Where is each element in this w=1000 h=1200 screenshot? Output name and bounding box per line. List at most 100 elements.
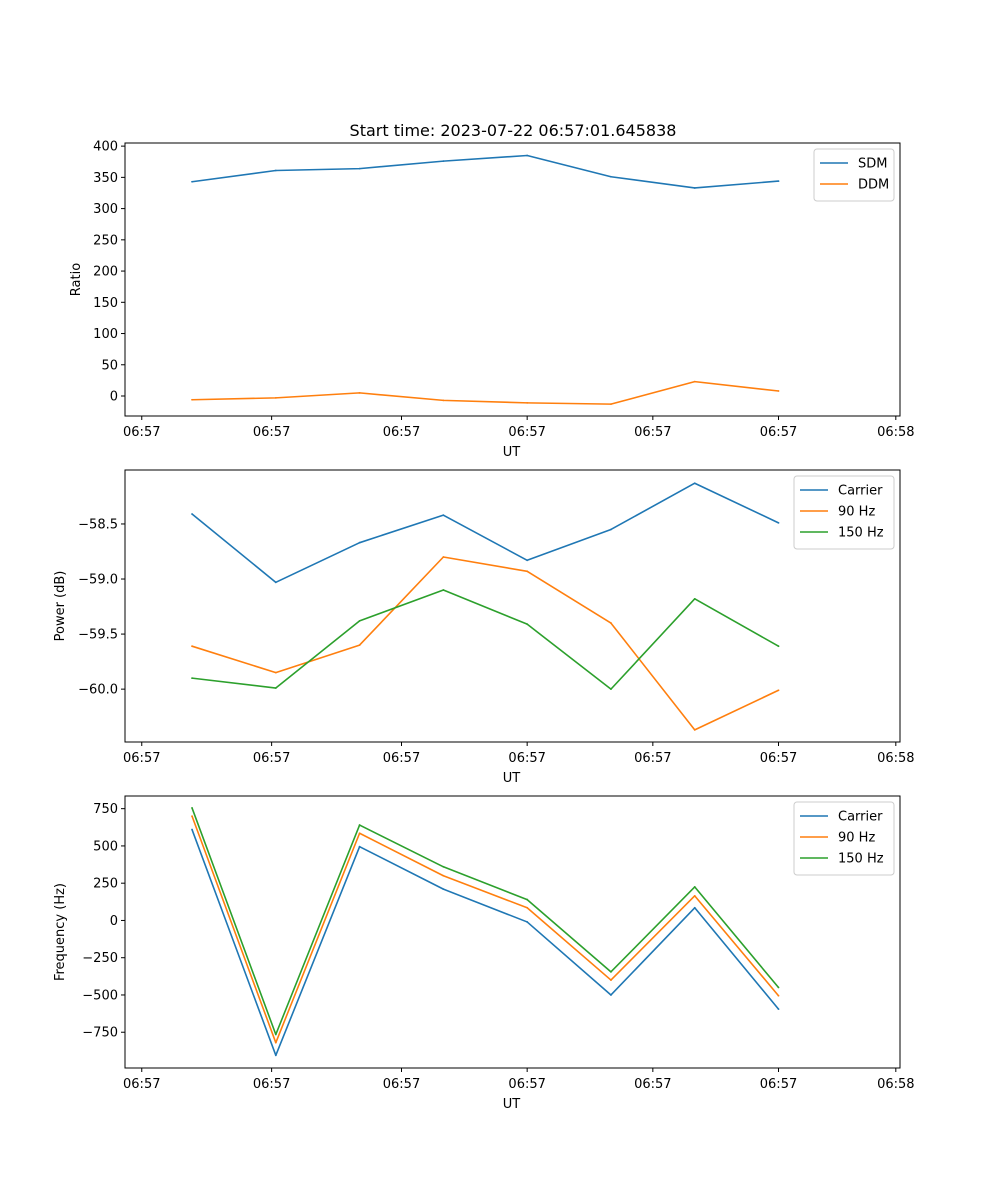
panel-3: −750 −500 −250 0 250 500 750 06:57 06:57 06:57 06:…: [53, 795, 915, 1112]
y-tick-label: 0: [110, 914, 118, 929]
x-tick-label: 06:57: [508, 425, 545, 440]
y-tick-label: 250: [93, 877, 118, 892]
x-tick-label: 06:57: [253, 425, 290, 440]
series-line-ddm: [192, 380, 779, 405]
data-point: [777, 645, 780, 648]
data-point: [274, 687, 277, 689]
legend-box: [793, 475, 895, 550]
data-point: [610, 528, 612, 531]
data-point: [191, 398, 193, 401]
x-tick-label: 06:57: [253, 751, 290, 766]
data-point: [610, 403, 612, 406]
x-tick-label: 06:57: [123, 425, 160, 440]
data-point: [274, 1041, 277, 1044]
data-point: [526, 570, 529, 573]
data-point: [526, 906, 529, 909]
data-point: [191, 677, 193, 680]
y-axis-label: Power (dB): [53, 571, 68, 642]
data-point: [526, 623, 529, 626]
y-tick-label: −59.5: [78, 628, 118, 643]
axes-frame: [124, 469, 901, 743]
legend-label: 150 Hz: [838, 852, 884, 867]
legend-box: [793, 801, 895, 876]
y-axis-label: Ratio: [69, 263, 84, 296]
data-point: [442, 865, 445, 868]
data-point: [693, 906, 696, 909]
x-tick-label: 06:57: [383, 1077, 420, 1092]
data-point: [610, 622, 612, 624]
legend-label: Carrier: [838, 810, 883, 825]
x-tick-label: 06:57: [760, 751, 797, 766]
x-tick-label: 06:57: [634, 1077, 671, 1092]
y-tick-label: 50: [101, 358, 118, 373]
data-point: [526, 401, 529, 404]
data-point: [777, 521, 780, 524]
data-point: [274, 1033, 277, 1036]
data-point: [610, 970, 612, 973]
x-tick-label: 06:57: [123, 751, 160, 766]
data-point: [442, 514, 445, 517]
data-point: [274, 671, 277, 674]
legend-label: DDM: [858, 178, 889, 193]
data-point: [693, 886, 696, 888]
data-point: [442, 556, 445, 558]
data-point: [693, 482, 696, 485]
y-tick-label: 250: [93, 233, 118, 248]
data-point: [442, 589, 445, 591]
data-point: [191, 645, 193, 648]
data-point: [274, 1054, 277, 1057]
y-tick-label: 350: [93, 171, 118, 186]
x-tick-label: 06:58: [877, 751, 914, 766]
data-point: [274, 396, 277, 399]
x-tick-label: 06:57: [383, 425, 420, 440]
x-tick-label: 06:58: [877, 1077, 914, 1092]
data-point: [358, 824, 361, 826]
axes-frame: [124, 795, 901, 1069]
x-tick-label: 06:57: [634, 751, 671, 766]
data-point: [610, 688, 612, 691]
data-point: [777, 689, 780, 692]
x-tick-label: 06:57: [383, 751, 420, 766]
data-point: [610, 994, 612, 996]
data-point: [358, 167, 361, 170]
series-line-90-hz: [191, 556, 779, 731]
data-point: [358, 644, 361, 646]
data-point: [777, 1008, 780, 1011]
y-tick-label: 150: [93, 296, 118, 311]
axes-frame: [124, 142, 901, 417]
data-point: [358, 541, 361, 544]
data-point: [777, 994, 780, 997]
x-tick-label: 06:57: [123, 1077, 160, 1092]
x-tick-label: 06:58: [877, 425, 914, 440]
series-line-150-hz: [191, 807, 780, 1036]
data-point: [442, 888, 445, 891]
y-axis-label: Frequency (Hz): [53, 883, 68, 981]
data-point: [358, 832, 361, 835]
y-tick-label: 0: [110, 390, 118, 405]
y-tick-label: 500: [93, 839, 118, 854]
data-point: [693, 728, 696, 731]
data-point: [442, 399, 445, 402]
x-tick-label: 06:57: [508, 1077, 545, 1092]
data-point: [526, 559, 529, 562]
data-point: [191, 180, 193, 183]
data-point: [610, 979, 612, 981]
y-tick-label: −250: [82, 951, 118, 966]
y-tick-label: 750: [93, 802, 118, 817]
data-point: [191, 807, 193, 809]
y-tick-label: 200: [93, 265, 118, 280]
x-axis-label: UT: [503, 1097, 521, 1112]
x-tick-label: 06:57: [508, 751, 545, 766]
data-point: [526, 921, 529, 923]
data-point: [442, 160, 445, 163]
legend: Carrier 90 Hz 150 Hz: [793, 475, 895, 550]
data-point: [274, 169, 277, 172]
data-point: [693, 380, 696, 383]
x-tick-label: 06:57: [253, 1077, 290, 1092]
x-axis-label: UT: [503, 771, 521, 786]
chart-title: Start time: 2023-07-22 06:57:01.645838: [350, 121, 677, 140]
legend: SDM DDM: [813, 148, 895, 202]
data-point: [777, 986, 780, 989]
y-tick-label: −60.0: [78, 683, 118, 698]
